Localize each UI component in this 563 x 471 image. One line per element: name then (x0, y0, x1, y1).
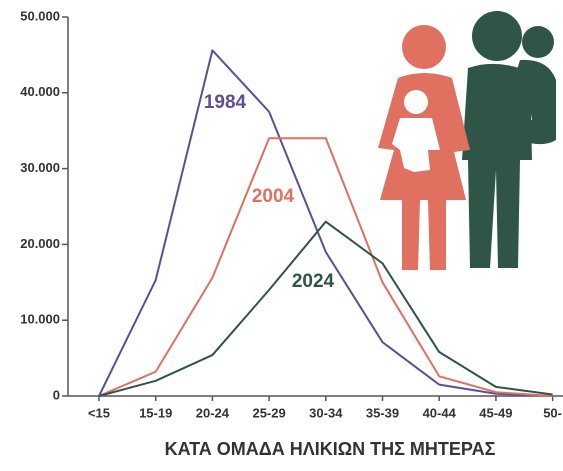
series-label: 2024 (292, 271, 335, 292)
series-label: 1984 (204, 92, 247, 113)
x-tick-label: 35-39 (366, 405, 399, 420)
x-tick-label: 50- (543, 405, 562, 420)
x-tick-label: 25-29 (252, 405, 285, 420)
x-tick-label: 40-44 (423, 405, 457, 420)
y-tick-label: 20.000 (20, 236, 60, 251)
y-tick-label: 30.000 (20, 160, 60, 175)
y-tick-label: 10.000 (20, 312, 60, 327)
y-tick-label: 50.000 (20, 8, 60, 23)
family-icon (378, 11, 556, 270)
chart: ΚΑΤΑ ΟΜΑΔΑ ΗΛΙΚΙΩΝ ΤΗΣ ΜΗΤΕΡΑΣ 0 10.000 20… (0, 0, 563, 471)
x-tick-label: <15 (88, 405, 110, 420)
page: {"chart_data": {"type": "line", "x_axis_… (0, 0, 563, 471)
series-label: 2004 (252, 186, 295, 207)
x-tick-label: 30-34 (309, 405, 343, 420)
x-tick-label: 20-24 (196, 405, 230, 420)
y-tick-label: 40.000 (20, 84, 60, 99)
x-tick-label: 15-19 (139, 405, 172, 420)
x-tick-label: 45-49 (479, 405, 512, 420)
x-axis-title: ΚΑΤΑ ΟΜΑΔΑ ΗΛΙΚΙΩΝ ΤΗΣ ΜΗΤΕΡΑΣ (165, 439, 496, 459)
y-tick-label: 0 (53, 387, 60, 402)
